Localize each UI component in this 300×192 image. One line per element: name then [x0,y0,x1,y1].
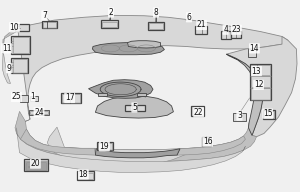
Text: 2: 2 [109,8,113,17]
Polygon shape [16,128,245,172]
Text: 22: 22 [194,108,203,117]
Bar [24,159,48,171]
Text: 14: 14 [250,44,259,53]
Polygon shape [92,43,164,55]
Text: 10: 10 [10,23,19,32]
Polygon shape [18,15,288,119]
Bar [61,93,81,103]
Polygon shape [20,129,95,155]
Polygon shape [95,149,180,158]
Text: 3: 3 [237,111,242,120]
Polygon shape [47,127,196,166]
Bar [233,113,246,121]
Bar [137,93,146,96]
Bar [220,31,231,39]
Text: 5: 5 [132,103,137,112]
Text: 9: 9 [7,64,11,73]
Text: 23: 23 [232,25,241,34]
Text: 19: 19 [100,142,109,151]
Text: 7: 7 [42,11,47,20]
Text: 4: 4 [223,25,228,34]
Bar [78,173,93,179]
Bar [62,94,80,103]
Bar [15,24,28,31]
Bar [250,88,270,100]
Text: 18: 18 [79,170,88,179]
Bar [77,171,94,180]
Text: 12: 12 [254,80,263,89]
Bar [98,143,112,150]
Text: 21: 21 [197,21,206,29]
Bar [25,161,47,170]
Text: 6: 6 [187,13,191,22]
Text: 16: 16 [203,137,212,146]
Bar [102,22,117,27]
Bar [195,26,207,34]
Bar [250,65,270,75]
Bar [250,76,270,87]
Polygon shape [95,96,173,118]
Bar [30,111,48,114]
Bar [11,36,30,54]
Polygon shape [88,80,153,98]
Bar [13,59,27,73]
Bar [202,137,211,146]
Text: 13: 13 [252,67,261,75]
Bar [30,96,38,101]
Bar [97,142,113,150]
Bar [101,20,118,28]
Bar [231,31,241,38]
Text: 25: 25 [12,93,21,101]
Text: 11: 11 [2,44,11,53]
Text: 20: 20 [31,159,40,168]
Bar [43,22,56,28]
Bar [248,49,256,57]
Text: 1: 1 [30,93,35,101]
Bar [148,23,163,29]
Bar [11,58,28,73]
Bar [29,110,49,115]
Bar [250,64,271,100]
Text: 15: 15 [263,109,272,118]
Bar [191,106,204,116]
Text: 24: 24 [34,108,44,117]
Polygon shape [177,136,245,155]
Bar [42,21,57,28]
Polygon shape [15,111,256,162]
Text: 17: 17 [65,94,74,102]
Polygon shape [2,54,11,84]
Bar [264,111,274,118]
Polygon shape [2,25,30,54]
Polygon shape [226,54,262,135]
Bar [148,22,164,30]
Bar [263,110,275,119]
Bar [20,95,28,102]
Polygon shape [128,41,160,48]
Bar [13,37,29,53]
Polygon shape [226,36,297,137]
Bar [125,105,145,111]
Bar [98,93,107,96]
Bar [26,162,46,170]
Text: 8: 8 [154,8,158,17]
